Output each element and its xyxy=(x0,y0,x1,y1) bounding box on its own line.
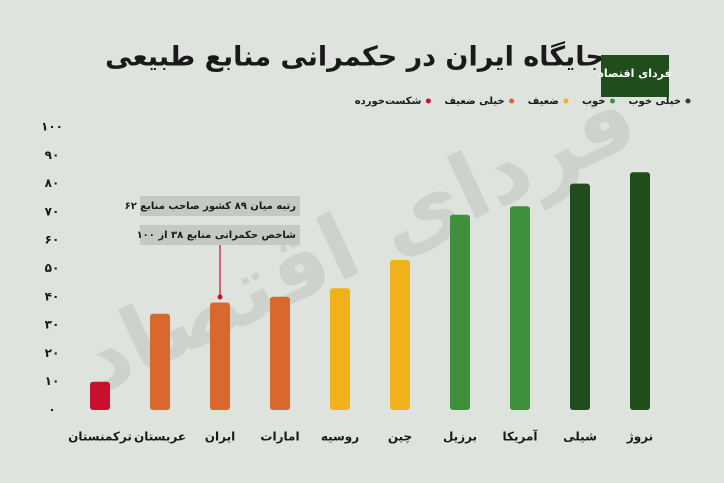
x-tick-label: برزیل xyxy=(443,430,477,444)
y-tick-label: ۷۰ xyxy=(45,204,60,218)
x-tick-label: شیلی xyxy=(563,430,597,444)
y-tick-label: ۱۰۰ xyxy=(41,120,63,134)
y-tick-label: ۹۰ xyxy=(45,148,60,162)
bar xyxy=(630,172,650,410)
y-tick-label: ۰ xyxy=(48,403,55,417)
x-tick-label: ترکمنستان xyxy=(68,430,132,444)
bar xyxy=(390,260,410,410)
y-tick-label: ۱۰ xyxy=(45,374,60,388)
legend-swatch xyxy=(509,98,515,104)
x-tick-label: ایران xyxy=(205,430,235,444)
bar xyxy=(330,288,350,410)
annotation-box xyxy=(140,196,300,216)
y-tick-label: ۵۰ xyxy=(45,261,60,275)
annotation: رتبه میان ۸۹ کشور صاحب منابع ۶۲ xyxy=(125,201,297,212)
legend-label: شکست‌خورده xyxy=(355,96,422,107)
legend-swatch xyxy=(610,98,615,104)
bar xyxy=(90,381,110,410)
annotation-box xyxy=(140,225,300,245)
y-tick-label: ۲۰ xyxy=(45,346,60,360)
bar xyxy=(450,214,470,410)
x-tick-label: عربستان xyxy=(134,430,186,444)
logo: فردای اقتصاد xyxy=(598,67,671,80)
bar xyxy=(510,206,530,410)
pointer-dot xyxy=(217,294,223,300)
y-tick-label: ۸۰ xyxy=(45,176,60,190)
chart-title: جایگاه ایران در حکمرانی منابع طبیعی xyxy=(105,41,605,73)
legend-label: خیلی ضعیف xyxy=(444,96,504,107)
y-tick-label: ۳۰ xyxy=(45,318,60,332)
legend-swatch xyxy=(685,98,691,104)
legend-swatch xyxy=(563,98,569,104)
legend-label: خوب xyxy=(582,96,606,107)
legend-label: ضعیف xyxy=(528,96,559,107)
bar xyxy=(570,183,590,410)
bar xyxy=(210,302,230,410)
x-tick-label: چین xyxy=(388,430,412,444)
x-tick-label: نروژ xyxy=(626,430,653,445)
x-tick-label: روسیه xyxy=(321,430,359,445)
x-tick-label: امارات xyxy=(260,430,299,444)
y-tick-label: ۶۰ xyxy=(45,233,60,247)
logo-box xyxy=(601,55,669,97)
x-tick-label: آمریکا xyxy=(503,429,539,444)
bar xyxy=(270,296,290,410)
legend-swatch xyxy=(425,98,431,104)
bar xyxy=(150,313,170,410)
legend-label: خیلی خوب xyxy=(629,96,682,107)
annotation: شاخص حکمرانی منابع ۳۸ از ۱۰۰ xyxy=(137,230,297,241)
y-tick-label: ۴۰ xyxy=(45,289,60,303)
